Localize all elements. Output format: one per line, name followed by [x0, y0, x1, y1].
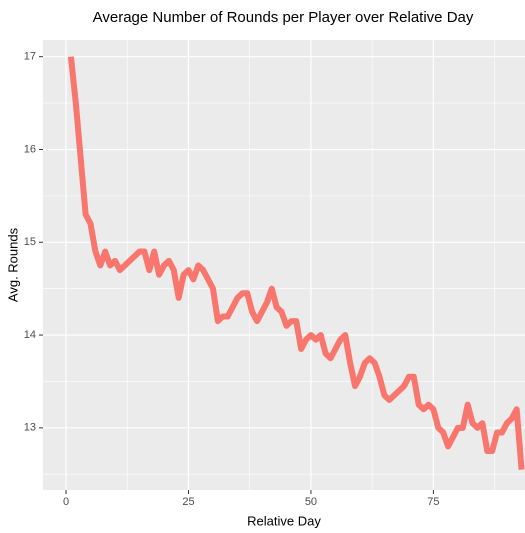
x-axis-title: Relative Day [247, 513, 321, 528]
y-tick-label: 15 [24, 236, 36, 248]
y-tick-label: 17 [24, 51, 36, 63]
x-tick-label: 75 [427, 496, 439, 508]
x-tick-label: 25 [182, 496, 194, 508]
y-tick-label: 13 [24, 422, 36, 434]
chart-title: Average Number of Rounds per Player over… [93, 9, 474, 26]
y-axis-title: Avg. Rounds [5, 227, 20, 302]
y-tick-label: 16 [24, 143, 36, 155]
x-tick-label: 0 [63, 496, 69, 508]
x-tick-label: 50 [305, 496, 317, 508]
y-tick-label: 14 [24, 329, 36, 341]
data-line [67, 56, 525, 470]
